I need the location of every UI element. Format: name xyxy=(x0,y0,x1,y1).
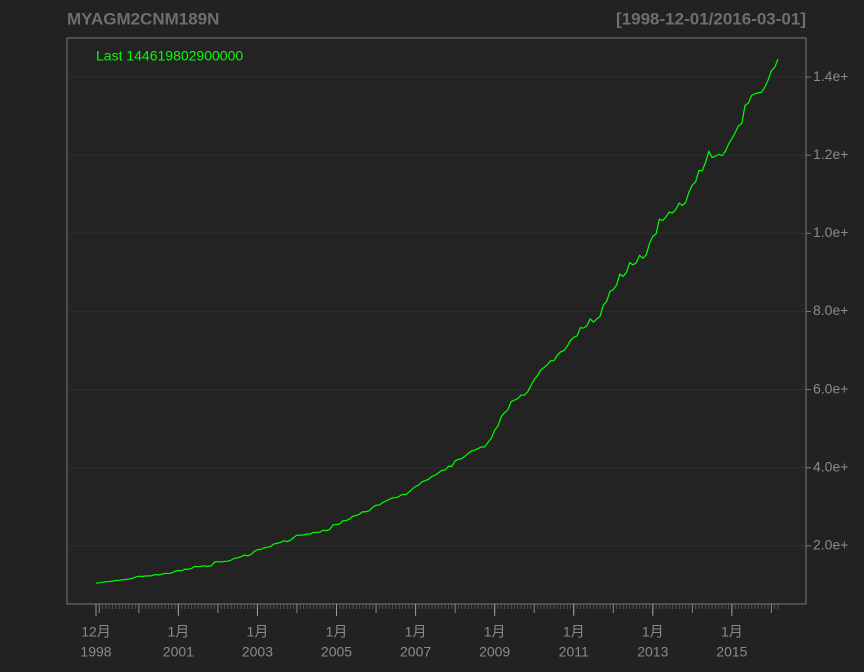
last-value-label: Last 144619802900000 xyxy=(96,48,243,64)
x-tick-year: 1998 xyxy=(80,644,111,660)
y-tick-label: 2.0e+ xyxy=(813,537,848,553)
x-tick-label: 1月 xyxy=(326,624,348,640)
x-tick-label: 1月 xyxy=(721,624,743,640)
x-tick-label: 1月 xyxy=(484,624,506,640)
x-tick-year: 2001 xyxy=(163,644,194,660)
x-tick-label: 12月 xyxy=(81,624,111,640)
x-tick-year: 2007 xyxy=(400,644,431,660)
y-tick-label: 6.0e+ xyxy=(813,380,848,396)
y-tick-label: 8.0e+ xyxy=(813,302,848,318)
x-tick-year: 2011 xyxy=(559,644,589,660)
x-tick-label: 1月 xyxy=(247,624,269,640)
x-tick-label: 1月 xyxy=(642,624,664,640)
x-tick-label: 1月 xyxy=(167,624,189,640)
series-line xyxy=(95,58,779,584)
plot-area xyxy=(66,37,807,605)
chart-title: MYAGM2CNM189N xyxy=(67,9,219,28)
y-tick-label: 4.0e+ xyxy=(813,458,848,474)
x-tick-year: 2015 xyxy=(716,644,747,660)
x-tick-label: 1月 xyxy=(563,624,585,640)
y-tick-label: 1.0e+ xyxy=(813,224,848,240)
y-tick-label: 1.2e+ xyxy=(813,146,848,162)
y-tick-label: 1.4e+ xyxy=(813,68,848,84)
x-tick-label: 1月 xyxy=(405,624,427,640)
x-tick-year: 2003 xyxy=(242,644,273,660)
x-tick-year: 2009 xyxy=(479,644,510,660)
x-tick-year: 2005 xyxy=(321,644,352,660)
x-tick-year: 2013 xyxy=(637,644,668,660)
date-range: [1998-12-01/2016-03-01] xyxy=(616,9,806,28)
